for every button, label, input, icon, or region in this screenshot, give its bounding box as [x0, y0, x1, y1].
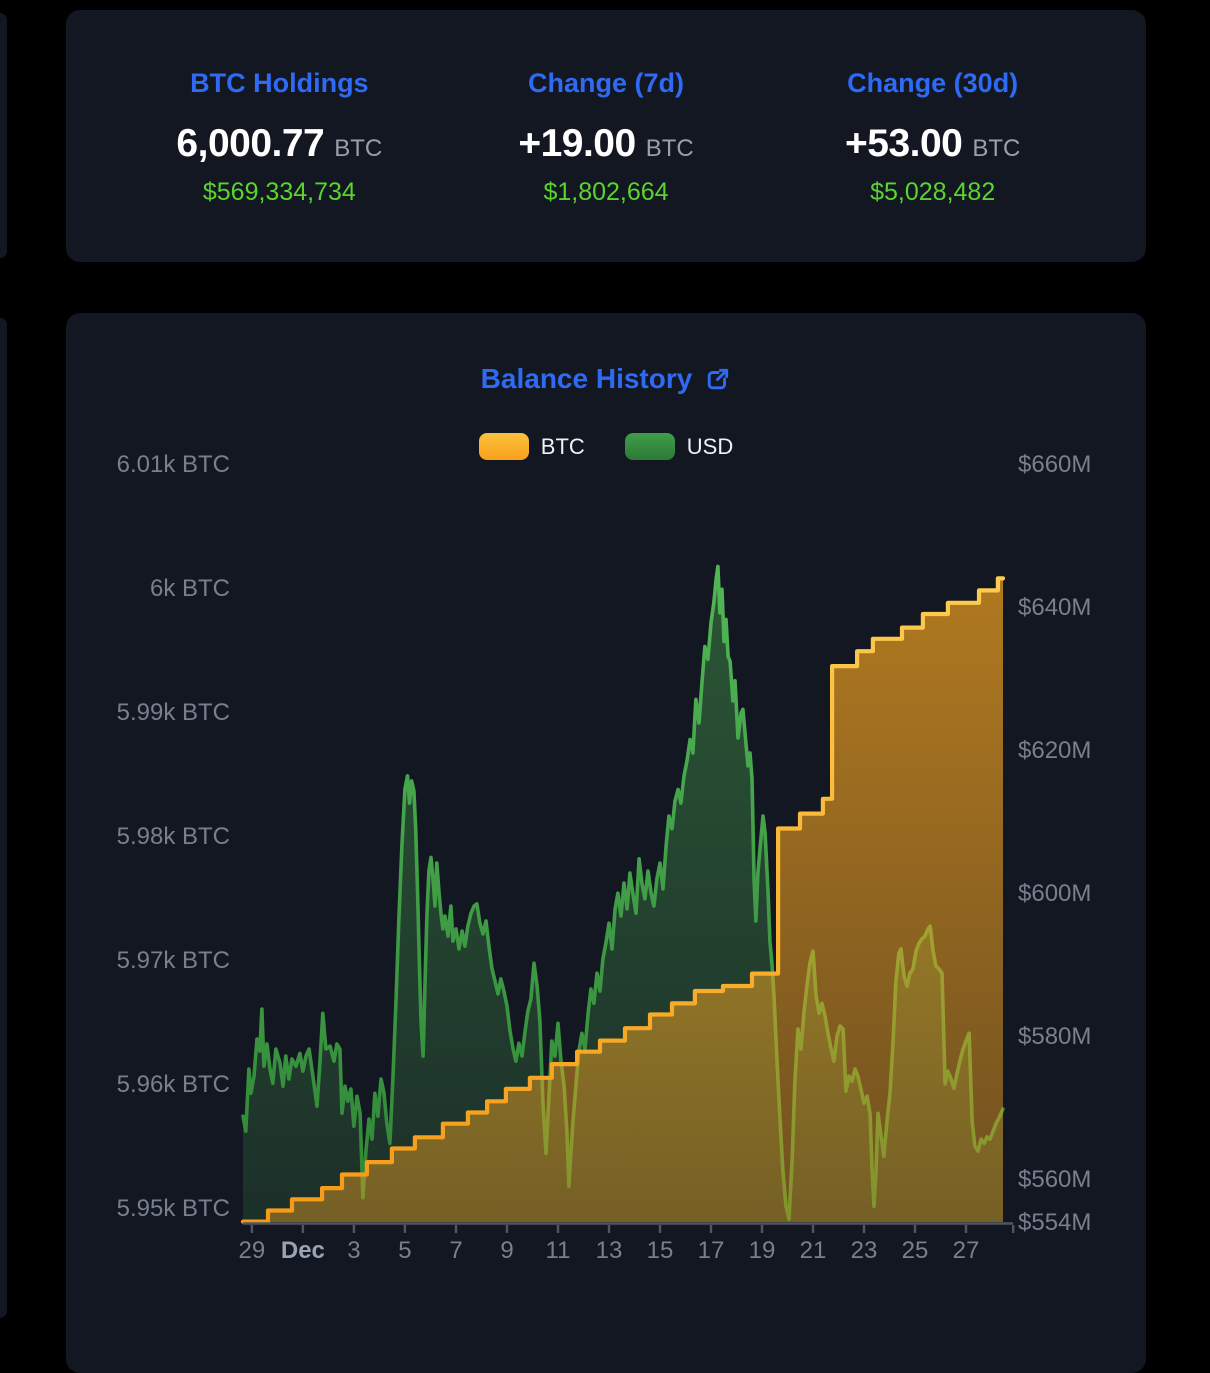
- stat-unit-change-30d: BTC: [972, 135, 1021, 162]
- x-tick-label: 3: [347, 1237, 360, 1264]
- y-left-tick-label: 5.96k BTC: [117, 1071, 230, 1098]
- y-left-tick-label: 6.01k BTC: [117, 451, 230, 478]
- y-left-tick-label: 5.98k BTC: [117, 823, 230, 850]
- chart-legend: BTC USD: [66, 433, 1146, 460]
- y-right-tick-label: $660M: [1018, 451, 1091, 478]
- external-link-icon[interactable]: [704, 366, 731, 393]
- usd-legend-swatch: [624, 433, 675, 460]
- left-cut-card-bottom: [0, 318, 7, 1318]
- btc-legend-swatch: [478, 433, 529, 460]
- btc-area: [243, 578, 1003, 1222]
- x-tick-label: 21: [800, 1237, 827, 1264]
- balance-history-chart[interactable]: 29 Dec 3 5 7 9 11 13 15 17 19 21 23 25 27 6.01k BTC 6k B…: [66, 313, 1146, 1373]
- stat-value-row: 6,000.77 BTC: [176, 121, 382, 167]
- stat-value-btc-holdings: 6,000.77: [176, 122, 325, 165]
- stat-usd-btc-holdings: $569,334,734: [202, 178, 356, 206]
- x-tick-label: 13: [596, 1237, 623, 1264]
- x-tick-label: 11: [546, 1237, 571, 1264]
- stat-label-btc-holdings: BTC Holdings: [190, 68, 369, 98]
- stat-btc-holdings: BTC Holdings 6,000.77 BTC $569,334,734: [116, 10, 443, 262]
- stat-usd-change-30d: $5,028,482: [870, 178, 996, 206]
- legend-item-btc[interactable]: BTC: [478, 433, 585, 460]
- y-left-tick-label: 5.97k BTC: [117, 947, 230, 974]
- x-tick-label: 29: [239, 1237, 266, 1264]
- y-left-tick-label: 5.95k BTC: [117, 1195, 230, 1222]
- x-tick-label: Dec: [281, 1237, 325, 1264]
- stat-label-change-7d: Change (7d): [528, 68, 685, 98]
- stat-unit-btc-holdings: BTC: [334, 135, 383, 162]
- y-left-tick-label: 6k BTC: [150, 575, 230, 602]
- stat-change-30d: Change (30d) +53.00 BTC $5,028,482: [769, 10, 1096, 262]
- balance-history-card: 29 Dec 3 5 7 9 11 13 15 17 19 21 23 25 27 6.01k BTC 6k B…: [66, 313, 1146, 1373]
- stat-unit-change-7d: BTC: [645, 135, 694, 162]
- y-left-tick-label: 5.99k BTC: [117, 699, 230, 726]
- y-right-tick-label: $640M: [1018, 594, 1091, 621]
- stat-label-change-30d: Change (30d): [847, 68, 1019, 98]
- x-tick-label: 27: [953, 1237, 980, 1264]
- stat-value-change-7d: +19.00: [518, 122, 636, 165]
- stat-value-change-30d: +53.00: [844, 122, 963, 165]
- x-tick-label: 19: [749, 1237, 776, 1264]
- x-tick-label: 23: [851, 1237, 878, 1264]
- btc-line: [240, 576, 1006, 1224]
- x-tick-label: 25: [902, 1237, 929, 1264]
- legend-item-usd[interactable]: USD: [624, 433, 734, 460]
- x-tick-label: 7: [449, 1237, 462, 1264]
- y-right-tick-label: $560M: [1018, 1166, 1091, 1193]
- stat-value-row: +53.00 BTC: [845, 121, 1020, 167]
- y-right-tick-label: $580M: [1018, 1023, 1091, 1050]
- stat-change-7d: Change (7d) +19.00 BTC $1,802,664: [443, 10, 770, 262]
- x-tick-label: 17: [698, 1237, 725, 1264]
- chart-title[interactable]: Balance History: [66, 363, 1146, 395]
- stats-card: BTC Holdings 6,000.77 BTC $569,334,734 C…: [66, 10, 1146, 262]
- stat-value-row: +19.00 BTC: [518, 121, 693, 167]
- btc-legend-label: BTC: [540, 433, 585, 459]
- x-tick-label: 15: [647, 1237, 674, 1264]
- y-right-tick-label: $554M: [1018, 1209, 1091, 1236]
- usd-legend-label: USD: [686, 433, 734, 459]
- chart-title-text: Balance History: [480, 363, 693, 394]
- x-tick-label: 9: [500, 1237, 513, 1264]
- x-tick-label: 5: [398, 1237, 411, 1264]
- y-right-tick-label: $620M: [1018, 737, 1091, 764]
- y-right-tick-label: $600M: [1018, 880, 1091, 907]
- stat-usd-change-7d: $1,802,664: [543, 178, 669, 206]
- left-cut-card-top: [0, 13, 7, 258]
